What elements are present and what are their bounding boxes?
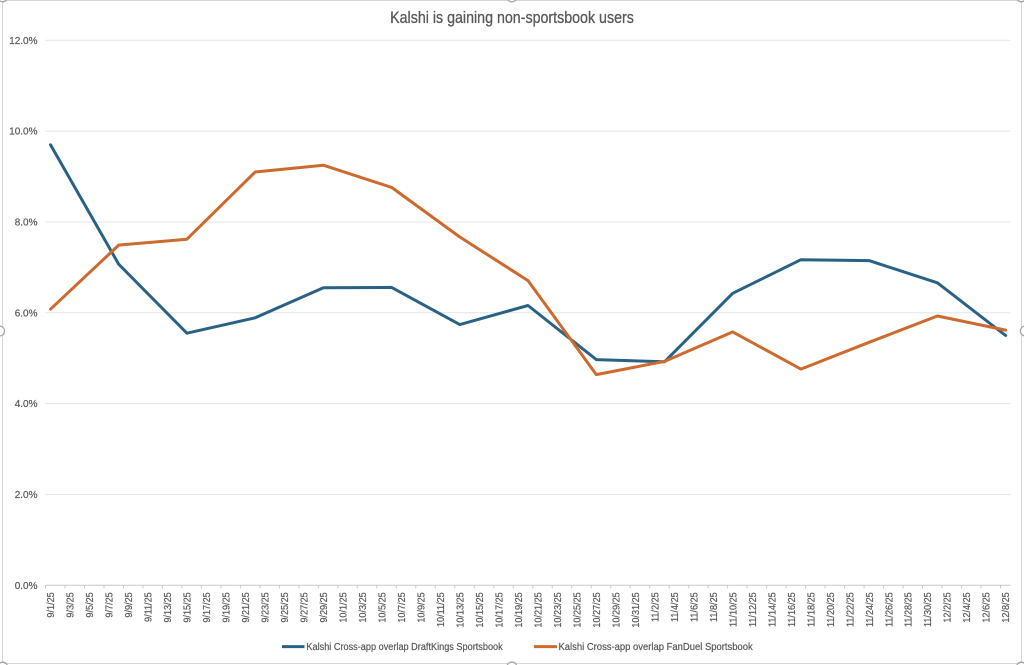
- svg-text:10/31/25: 10/31/25: [631, 592, 643, 627]
- svg-text:12/8/25: 12/8/25: [1001, 592, 1013, 622]
- svg-text:9/25/25: 9/25/25: [280, 592, 292, 622]
- svg-text:9/15/25: 9/15/25: [182, 592, 194, 622]
- svg-text:10/7/25: 10/7/25: [397, 592, 409, 622]
- svg-text:12/4/25: 12/4/25: [962, 592, 974, 622]
- svg-text:9/5/25: 9/5/25: [85, 592, 97, 617]
- svg-text:9/27/25: 9/27/25: [299, 592, 311, 622]
- svg-text:10/15/25: 10/15/25: [475, 592, 487, 627]
- svg-text:11/24/25: 11/24/25: [864, 592, 876, 627]
- svg-text:12/2/25: 12/2/25: [942, 592, 954, 622]
- svg-text:11/14/25: 11/14/25: [767, 592, 779, 627]
- svg-text:11/26/25: 11/26/25: [884, 592, 896, 627]
- svg-text:10/3/25: 10/3/25: [358, 592, 370, 622]
- svg-text:9/3/25: 9/3/25: [65, 592, 77, 617]
- svg-text:4.0%: 4.0%: [15, 399, 38, 410]
- svg-text:11/6/25: 11/6/25: [689, 592, 701, 622]
- svg-text:11/22/25: 11/22/25: [845, 592, 857, 627]
- svg-text:12/6/25: 12/6/25: [981, 592, 993, 622]
- svg-text:9/9/25: 9/9/25: [124, 592, 136, 617]
- svg-text:10.0%: 10.0%: [9, 127, 37, 138]
- svg-text:Kalshi Cross-app overlap Draft: Kalshi Cross-app overlap DraftKings Spor…: [306, 641, 502, 652]
- svg-text:10/9/25: 10/9/25: [416, 592, 428, 622]
- svg-text:10/25/25: 10/25/25: [572, 592, 584, 627]
- svg-text:11/30/25: 11/30/25: [923, 592, 935, 627]
- svg-text:9/19/25: 9/19/25: [221, 592, 233, 622]
- svg-text:10/29/25: 10/29/25: [611, 592, 623, 627]
- svg-text:11/16/25: 11/16/25: [786, 592, 798, 627]
- svg-text:8.0%: 8.0%: [15, 218, 38, 229]
- svg-text:10/21/25: 10/21/25: [533, 592, 545, 627]
- svg-text:11/18/25: 11/18/25: [806, 592, 818, 627]
- svg-text:Kalshi Cross-app overlap FanDu: Kalshi Cross-app overlap FanDuel Sportsb…: [559, 642, 753, 653]
- svg-text:11/2/25: 11/2/25: [650, 592, 662, 622]
- svg-text:9/23/25: 9/23/25: [260, 592, 272, 622]
- svg-text:9/17/25: 9/17/25: [202, 592, 214, 622]
- svg-text:10/13/25: 10/13/25: [455, 592, 467, 627]
- svg-text:12.0%: 12.0%: [9, 36, 37, 47]
- svg-text:0.0%: 0.0%: [15, 581, 38, 592]
- svg-text:Kalshi is gaining non-sportsbo: Kalshi is gaining non-sportsbook users: [390, 9, 634, 27]
- svg-text:11/28/25: 11/28/25: [903, 592, 915, 627]
- svg-text:10/11/25: 10/11/25: [436, 592, 448, 627]
- svg-text:10/17/25: 10/17/25: [494, 592, 506, 627]
- svg-text:9/29/25: 9/29/25: [319, 592, 331, 622]
- svg-text:9/7/25: 9/7/25: [104, 592, 116, 617]
- svg-text:2.0%: 2.0%: [15, 490, 38, 501]
- svg-text:10/23/25: 10/23/25: [553, 592, 565, 627]
- svg-text:11/12/25: 11/12/25: [747, 592, 759, 627]
- svg-text:11/20/25: 11/20/25: [825, 592, 837, 627]
- svg-text:9/1/25: 9/1/25: [46, 592, 58, 617]
- svg-text:11/8/25: 11/8/25: [708, 592, 720, 622]
- svg-text:9/13/25: 9/13/25: [163, 592, 175, 622]
- svg-text:9/11/25: 9/11/25: [143, 592, 155, 622]
- svg-text:11/4/25: 11/4/25: [669, 592, 681, 622]
- svg-text:6.0%: 6.0%: [15, 308, 38, 319]
- svg-text:10/1/25: 10/1/25: [338, 592, 350, 622]
- svg-text:9/21/25: 9/21/25: [241, 592, 253, 622]
- svg-text:11/10/25: 11/10/25: [728, 592, 740, 627]
- svg-text:10/5/25: 10/5/25: [377, 592, 389, 622]
- svg-text:10/27/25: 10/27/25: [592, 592, 604, 627]
- svg-text:10/19/25: 10/19/25: [514, 592, 526, 627]
